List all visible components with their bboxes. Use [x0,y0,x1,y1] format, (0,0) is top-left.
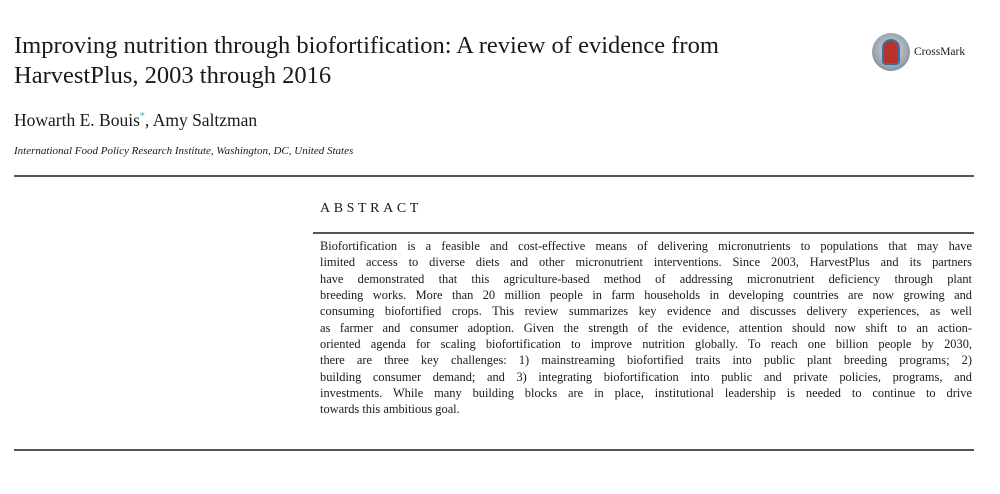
author-name[interactable]: Howarth E. Bouis [14,110,140,130]
crossmark-badge[interactable]: CrossMark [872,33,965,71]
abstract-line: Biofortification is a feasible and cost-… [320,239,972,253]
divider [14,449,974,451]
abstract-line: have demonstrated that this agriculture-… [320,271,972,286]
abstract-line: consuming biofortified crops. This revie… [320,304,972,319]
crossmark-icon [872,33,910,71]
crossmark-label: CrossMark [914,46,966,58]
abstract-line: building consumer demand; and 3) integra… [320,369,972,384]
abstract-text: Biofortification is a feasible and cost-… [320,238,972,418]
abstract-line: investments. While many building blocks … [320,386,972,401]
abstract-line: towards this ambitious goal. [320,402,460,417]
abstract-line: there are three key challenges: 1) mains… [320,353,972,368]
divider [14,175,974,177]
corresponding-author-mark[interactable]: * [139,111,145,123]
title-line: Improving nutrition through biofortifica… [14,32,719,59]
affiliation: International Food Policy Research Insti… [14,145,354,157]
article-title: Improving nutrition through biofortifica… [14,31,834,91]
abstract-line: oriented agenda for scaling biofortifica… [320,337,972,352]
abstract-heading: ABSTRACT [320,201,422,216]
abstract-line: as farmer and consumer adoption. Given t… [320,320,972,335]
abstract-line: limited access to diverse diets and othe… [320,255,972,270]
divider [313,232,974,234]
author-name[interactable]: , Amy Saltzman [144,110,258,130]
authors: Howarth E. Bouis*, Amy Saltzman [14,110,257,131]
abstract-line: breeding works. More than 20 million peo… [320,288,972,303]
title-line: HarvestPlus, 2003 through 2016 [14,62,332,89]
